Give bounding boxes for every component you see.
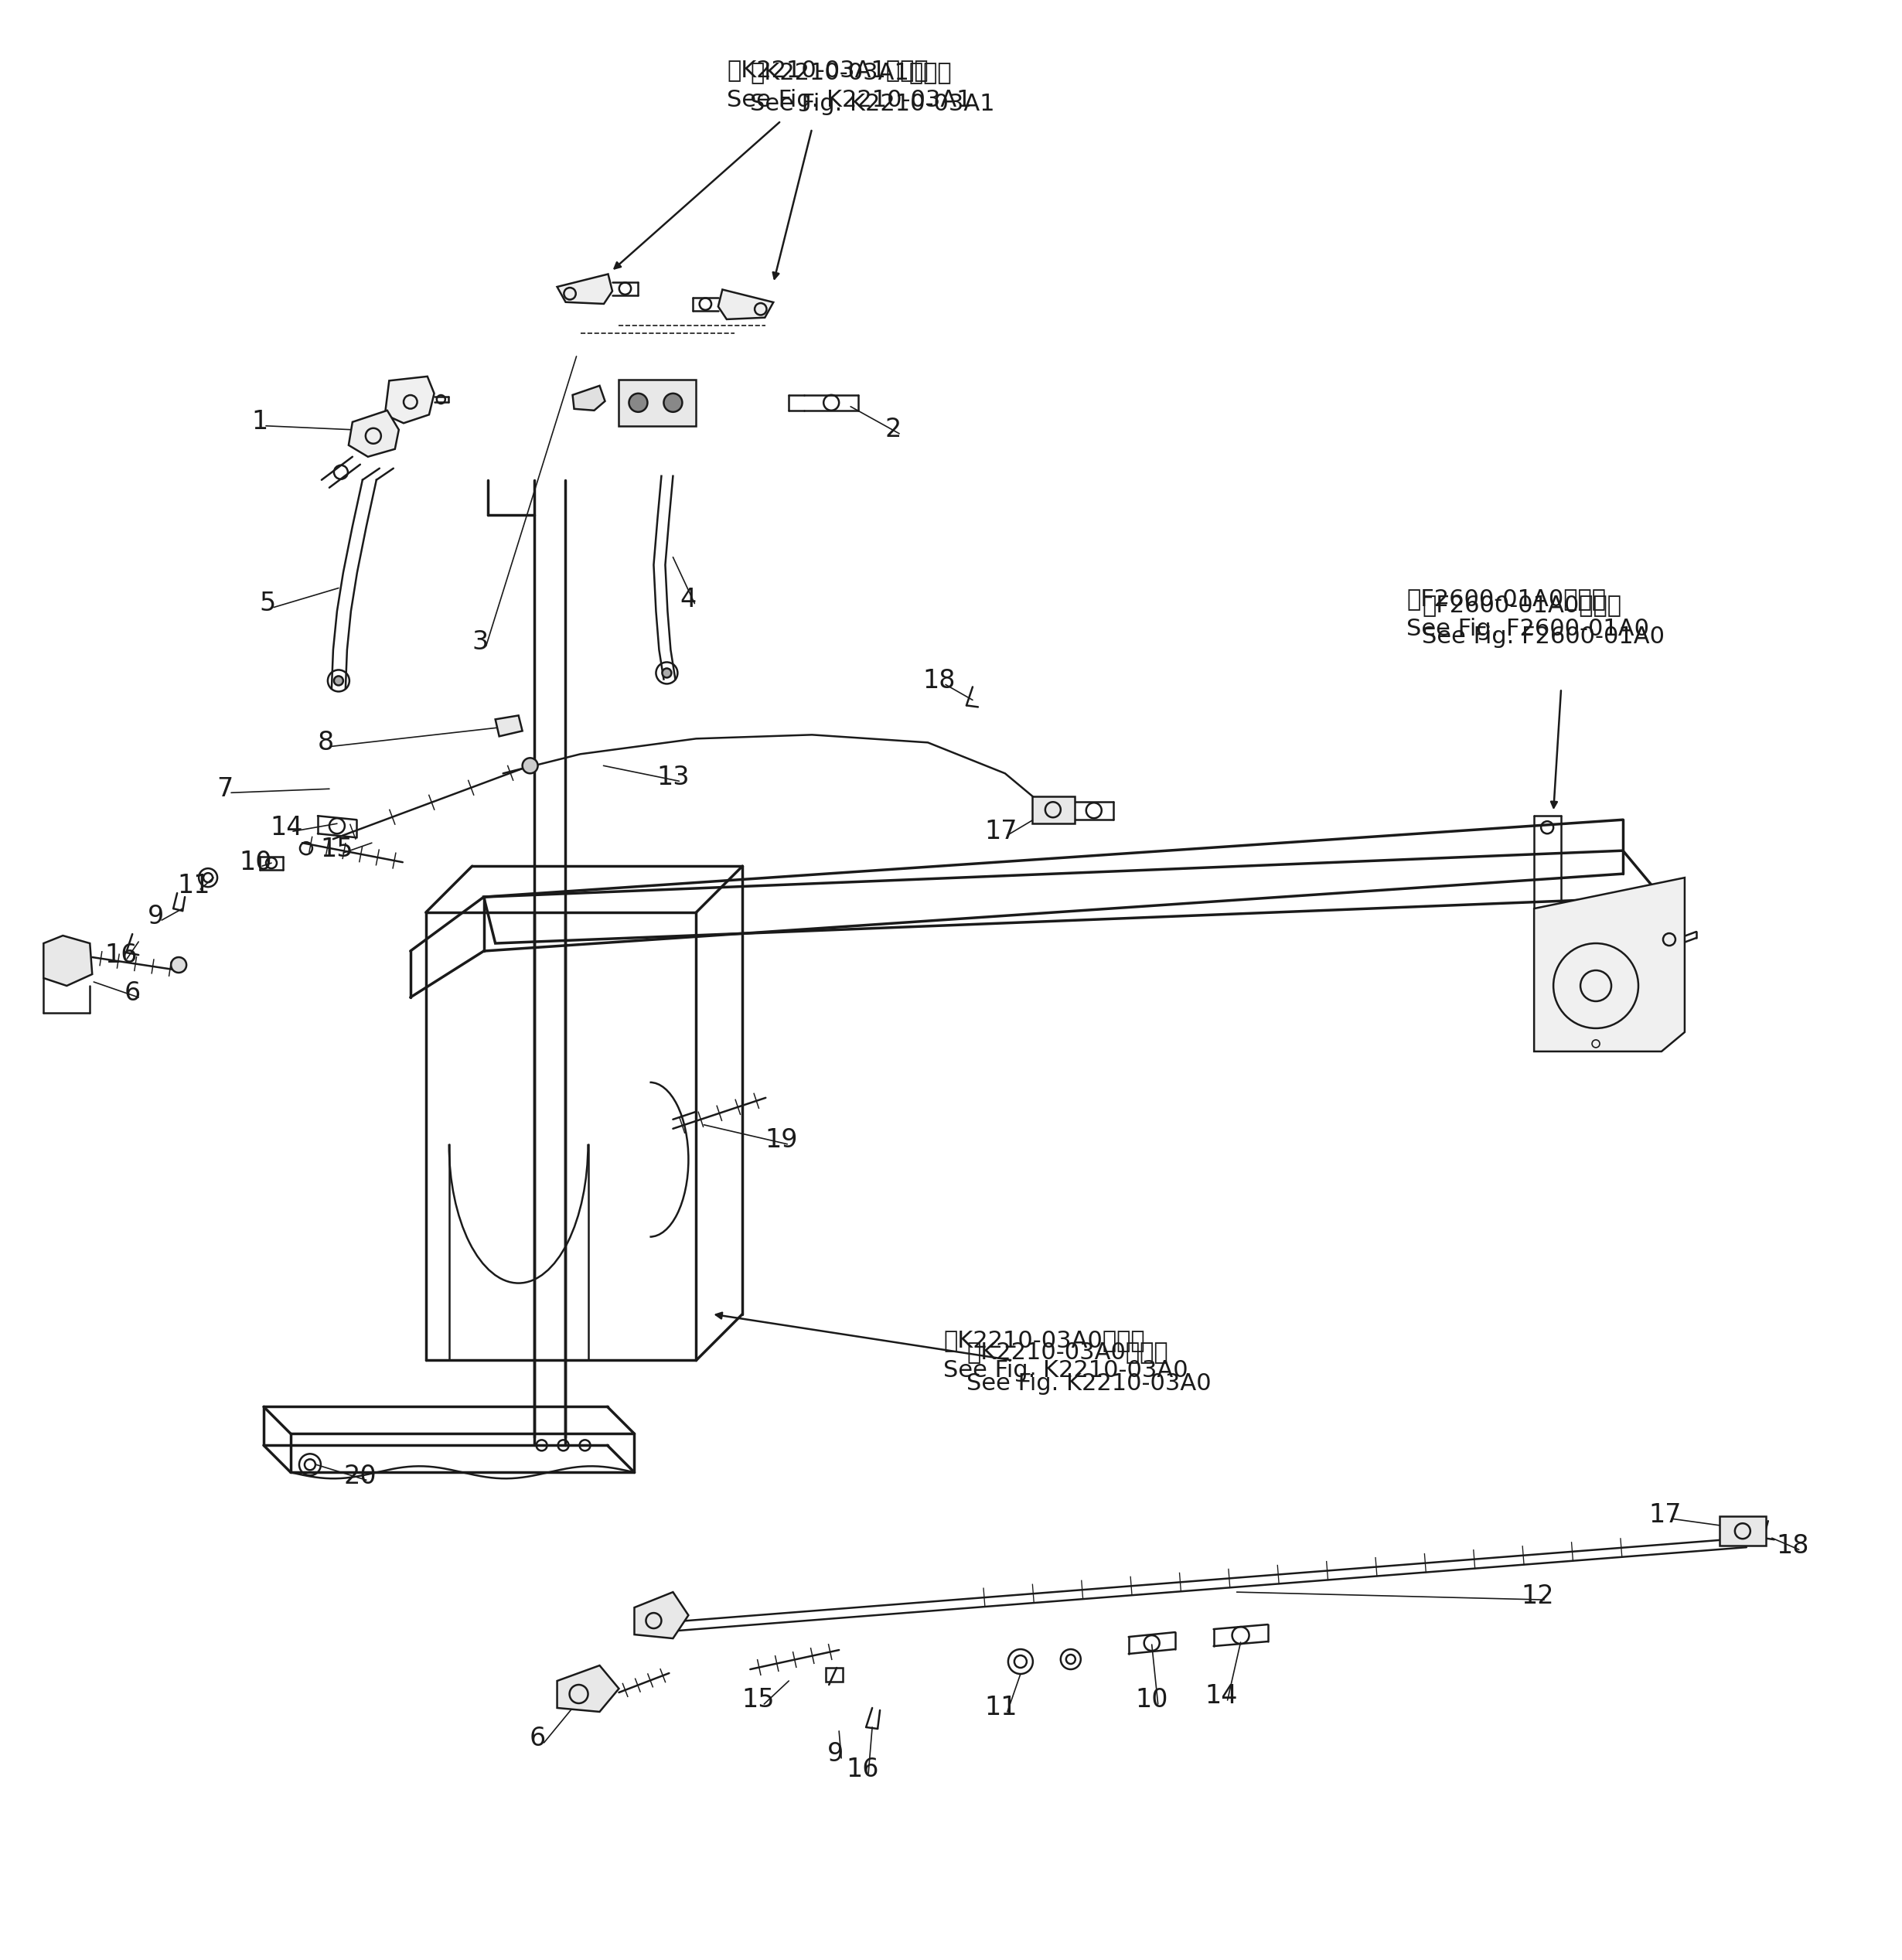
Text: 20: 20 [344,1464,377,1490]
Text: 5: 5 [259,590,276,615]
Text: 18: 18 [1776,1533,1809,1558]
Text: 10: 10 [240,849,272,874]
Circle shape [171,956,186,972]
Text: 17: 17 [1649,1501,1681,1527]
Text: 11: 11 [177,872,211,898]
Polygon shape [348,410,399,457]
Circle shape [523,759,538,774]
Circle shape [335,676,342,686]
Text: 11: 11 [985,1695,1018,1721]
Text: 12: 12 [1522,1584,1554,1609]
Polygon shape [495,715,523,737]
Polygon shape [573,386,605,410]
Text: 16: 16 [105,943,137,968]
Text: 10: 10 [1135,1688,1168,1713]
Text: 14: 14 [270,815,302,841]
Polygon shape [635,1592,689,1639]
Bar [618,380,696,425]
Text: 第K2210-03A0図参照
See Fig. K2210-03A0: 第K2210-03A0図参照 See Fig. K2210-03A0 [943,1329,1189,1382]
Polygon shape [1535,878,1685,1051]
Text: 19: 19 [765,1127,797,1152]
Polygon shape [44,935,91,986]
Text: 2: 2 [884,417,902,443]
Text: 1: 1 [251,410,268,435]
Bar [825,1668,843,1682]
Circle shape [662,668,671,678]
Text: 第F2600-01A0図参照
See Fig. F2600-01A0: 第F2600-01A0図参照 See Fig. F2600-01A0 [1423,594,1664,649]
Text: 第K2210-03A1図参照
See Fig. K2210-03A1: 第K2210-03A1図参照 See Fig. K2210-03A1 [727,59,972,112]
Text: 6: 6 [124,980,141,1005]
Polygon shape [719,290,774,319]
Text: 18: 18 [922,668,957,694]
Text: 6: 6 [529,1727,546,1752]
Bar [1719,1517,1765,1546]
Text: 17: 17 [985,819,1018,845]
Text: 第K2210-03A0図参照
See Fig. K2210-03A0: 第K2210-03A0図参照 See Fig. K2210-03A0 [966,1341,1212,1396]
Text: 9: 9 [827,1742,843,1768]
Polygon shape [557,274,612,304]
Text: 15: 15 [321,837,354,862]
Text: 14: 14 [1204,1684,1238,1709]
Text: 9: 9 [146,904,164,929]
Polygon shape [557,1666,618,1711]
Text: 7: 7 [217,776,234,802]
Bar [1033,796,1075,823]
Text: 第K2210-03A1図参照
See Fig. K2210-03A1: 第K2210-03A1図参照 See Fig. K2210-03A1 [749,61,995,116]
Polygon shape [384,376,434,423]
Circle shape [630,394,647,412]
Text: 3: 3 [472,629,489,655]
Text: 16: 16 [846,1756,879,1782]
Text: 13: 13 [656,764,689,790]
Circle shape [664,394,683,412]
Text: 第F2600-01A0図参照
See Fig. F2600-01A0: 第F2600-01A0図参照 See Fig. F2600-01A0 [1407,588,1649,641]
Text: 4: 4 [681,586,696,612]
Text: 15: 15 [742,1688,774,1713]
Text: 8: 8 [318,729,333,755]
